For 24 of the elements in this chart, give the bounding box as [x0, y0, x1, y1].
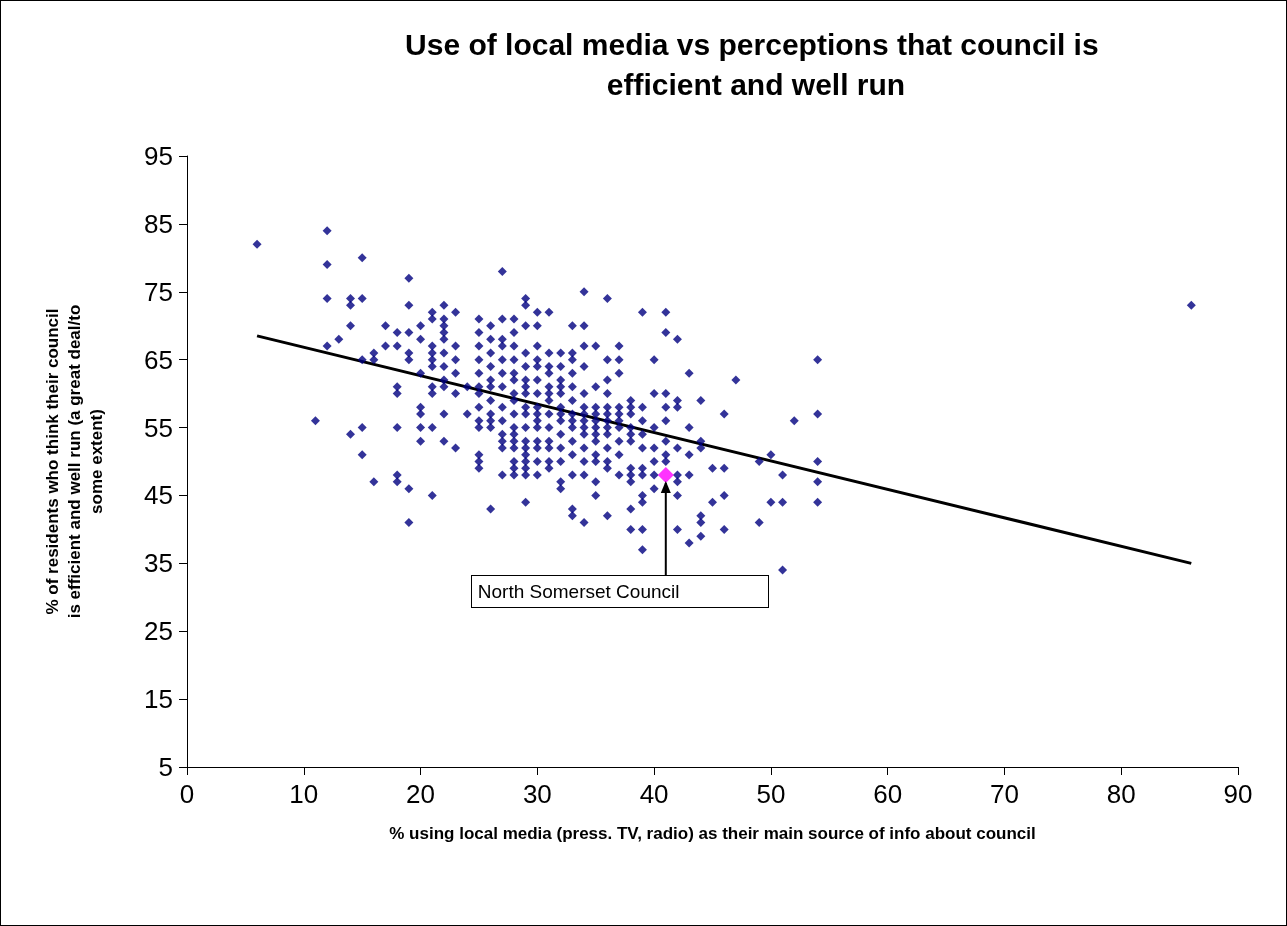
x-tick-label: 80 [1106, 779, 1136, 809]
x-tick-label: 40 [639, 779, 669, 809]
y-tick-label: 75 [144, 276, 173, 307]
y-tick-label: 45 [144, 480, 173, 511]
x-axis-title: % using local media (press. TV, radio) as their main source of info about council [389, 824, 1036, 843]
x-tick-label: 20 [406, 779, 436, 809]
x-tick-label: 90 [1223, 779, 1253, 809]
x-tick-label: 10 [289, 779, 319, 809]
x-tick-label: 30 [522, 779, 552, 809]
y-tick-label: 25 [144, 616, 173, 647]
x-tick-label: 50 [756, 779, 786, 809]
y-tick-label: 15 [144, 684, 173, 715]
x-tick-label: 0 [179, 779, 195, 809]
y-tick-label: 5 [158, 752, 173, 782]
callout-box: North Somerset Council [470, 575, 769, 609]
y-tick-label: 55 [144, 412, 173, 443]
chart-title: Use of local media vs perceptions that council is efficient and well run [405, 27, 1107, 101]
y-tick-label: 65 [144, 344, 173, 375]
y-tick-label: 85 [144, 208, 173, 239]
x-tick-label: 60 [873, 779, 903, 809]
y-tick-label: 95 [144, 141, 173, 171]
y-axis-title: % of residents who think their council is efficient and well run (a great deal/to some extent) [42, 304, 106, 619]
y-tick-label: 35 [144, 548, 173, 579]
x-tick-label: 70 [989, 779, 1019, 809]
